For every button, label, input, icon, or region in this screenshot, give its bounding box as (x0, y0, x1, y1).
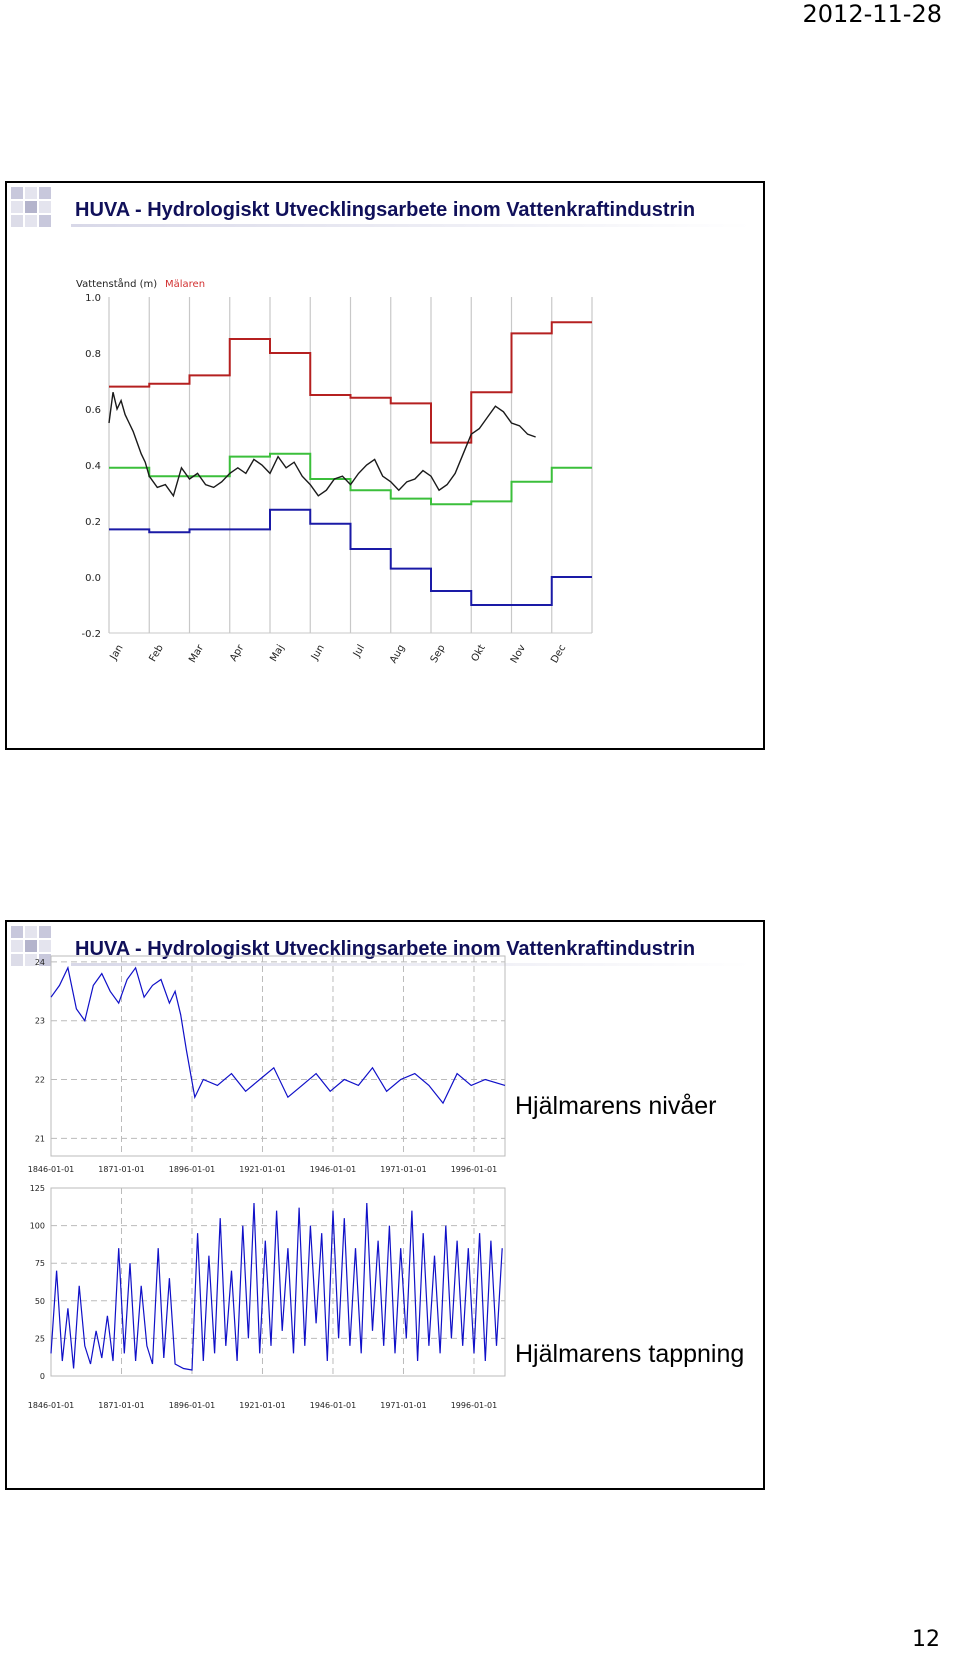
x-tick-label: Feb (147, 643, 165, 664)
x-tick-label: Aug (388, 643, 407, 665)
y-tick-label: -0.2 (81, 629, 101, 640)
series-step-blue (109, 508, 592, 606)
series-observed-level (108, 392, 536, 498)
tappning-x-tick-label: 1846-01-01 (28, 1401, 75, 1410)
legend-label: Mälaren (165, 279, 205, 290)
y-tick-label: 0.4 (85, 461, 101, 472)
tappning-y-tick-label: 125 (30, 1184, 45, 1193)
nivaer-x-tick-label: 1896-01-01 (169, 1165, 216, 1174)
tappning-y-tick-label: 25 (35, 1334, 45, 1343)
x-tick-label: Jun (309, 643, 327, 663)
tappning-frame (50, 1187, 506, 1377)
tappning-x-tick-label: 1896-01-01 (169, 1401, 216, 1410)
slide-2: HUVA - Hydrologiskt Utvecklingsarbete in… (5, 920, 765, 1490)
page-number: 12 (912, 1627, 940, 1652)
nivaer-y-tick-label: 21 (35, 1134, 45, 1143)
slide-1: HUVA - Hydrologiskt Utvecklingsarbete in… (5, 181, 765, 750)
y-tick-label: 0.6 (85, 405, 101, 416)
tappning-x-tick-label: 1871-01-01 (98, 1401, 145, 1410)
y-tick-label: 0.8 (85, 349, 101, 360)
y-tick-label: 0.0 (85, 573, 101, 584)
nivaer-x-tick-label: 1946-01-01 (310, 1165, 357, 1174)
title-underline (71, 963, 751, 966)
tappning-x-tick-label: 1971-01-01 (380, 1401, 427, 1410)
title-underline (71, 224, 751, 227)
tappning-series (50, 1202, 503, 1371)
x-tick-label: Mar (187, 642, 206, 665)
tappning-y-tick-label: 50 (35, 1297, 45, 1306)
x-tick-label: Maj (268, 643, 286, 664)
x-tick-label: Sep (429, 643, 448, 665)
page-date: 2012-11-28 (802, 0, 942, 28)
series-step-green (109, 452, 592, 506)
x-tick-label: Jan (108, 643, 126, 663)
tappning-x-tick-label: 1921-01-01 (239, 1401, 286, 1410)
nivaer-x-tick-label: 1921-01-01 (239, 1165, 286, 1174)
tappning-x-tick-label: 1946-01-01 (310, 1401, 357, 1410)
chart-hjalmaren-nivaer: 1846-01-01 1871-01-01 1896-01-01 1921-01-01… (28, 955, 506, 1410)
nivaer-frame (50, 955, 506, 1157)
y-tick-label: 0.2 (85, 517, 101, 528)
x-tick-label: Nov (509, 643, 528, 665)
slide-decoration (11, 187, 71, 233)
label-nivaer: Hjälmarens nivåer (515, 1092, 717, 1120)
tappning-x-tick-label: 1996-01-01 (451, 1401, 498, 1410)
x-tick-label: Dec (549, 643, 568, 665)
nivaer-y-tick-label: 24 (35, 958, 45, 967)
tappning-y-tick-label: 100 (30, 1222, 45, 1231)
tappning-y-tick-label: 0 (40, 1372, 45, 1381)
slide-title: HUVA - Hydrologiskt Utvecklingsarbete in… (75, 199, 696, 221)
slide-decoration (11, 926, 71, 972)
chart-malaren: 1.0 0.8 0.6 0.4 0.2 0.0 -0.2 Vattenstånd (m) Mäl… (76, 277, 593, 665)
x-tick-label: Jul (351, 643, 367, 660)
x-tick-label: Apr (228, 642, 247, 663)
series-step-red (109, 321, 592, 444)
nivaer-y-tick-label: 23 (35, 1017, 45, 1026)
nivaer-series (50, 965, 506, 1105)
label-tappning: Hjälmarens tappning (515, 1340, 745, 1368)
x-tick-label: Okt (470, 643, 488, 664)
nivaer-x-tick-label: 1996-01-01 (451, 1165, 498, 1174)
nivaer-x-tick-label: 1871-01-01 (98, 1165, 145, 1174)
nivaer-y-tick-label: 22 (35, 1076, 45, 1085)
tappning-y-tick-label: 75 (35, 1259, 45, 1268)
y-axis-label: Vattenstånd (m) (76, 277, 157, 290)
slide-title: HUVA - Hydrologiskt Utvecklingsarbete in… (75, 938, 696, 960)
nivaer-x-tick-label: 1971-01-01 (380, 1165, 427, 1174)
y-tick-label: 1.0 (85, 293, 101, 304)
nivaer-x-tick-label: 1846-01-01 (28, 1165, 75, 1174)
